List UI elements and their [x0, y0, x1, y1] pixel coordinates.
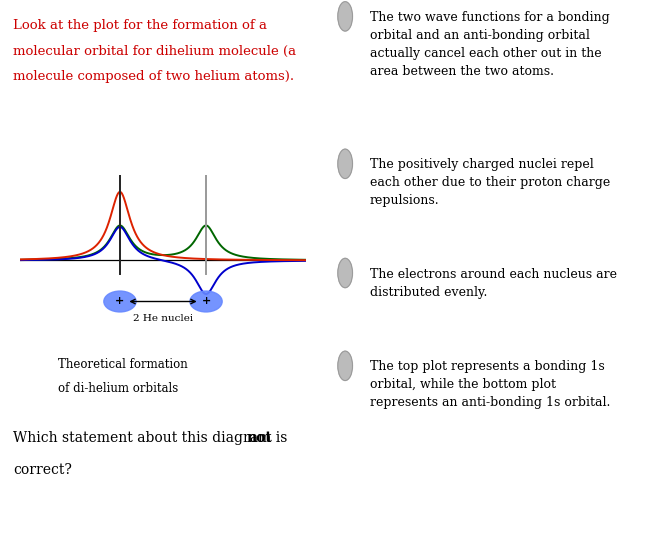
Text: correct?: correct? — [13, 463, 72, 477]
Text: +: + — [115, 296, 125, 306]
Text: molecule composed of two helium atoms).: molecule composed of two helium atoms). — [13, 70, 294, 84]
Text: Which statement about this diagram is: Which statement about this diagram is — [13, 431, 291, 446]
Ellipse shape — [338, 351, 353, 381]
Ellipse shape — [104, 291, 136, 312]
Text: of di-helium orbitals: of di-helium orbitals — [59, 382, 179, 395]
Text: The positively charged nuclei repel
each other due to their proton charge
repuls: The positively charged nuclei repel each… — [370, 158, 610, 207]
Ellipse shape — [338, 2, 353, 31]
Text: Theoretical formation: Theoretical formation — [59, 358, 188, 371]
Text: The top plot represents a bonding 1s
orbital, while the bottom plot
represents a: The top plot represents a bonding 1s orb… — [370, 360, 610, 410]
Ellipse shape — [338, 258, 353, 288]
Text: Look at the plot for the formation of a: Look at the plot for the formation of a — [13, 19, 267, 32]
Text: molecular orbital for dihelium molecule (a: molecular orbital for dihelium molecule … — [13, 45, 296, 58]
Text: +: + — [201, 296, 211, 306]
Text: not: not — [246, 431, 273, 446]
Text: The electrons around each nucleus are
distributed evenly.: The electrons around each nucleus are di… — [370, 268, 617, 299]
Ellipse shape — [338, 149, 353, 179]
Text: 2 He nuclei: 2 He nuclei — [133, 314, 193, 323]
Ellipse shape — [190, 291, 222, 312]
Text: The two wave functions for a bonding
orbital and an anti-bonding orbital
actuall: The two wave functions for a bonding orb… — [370, 11, 609, 78]
